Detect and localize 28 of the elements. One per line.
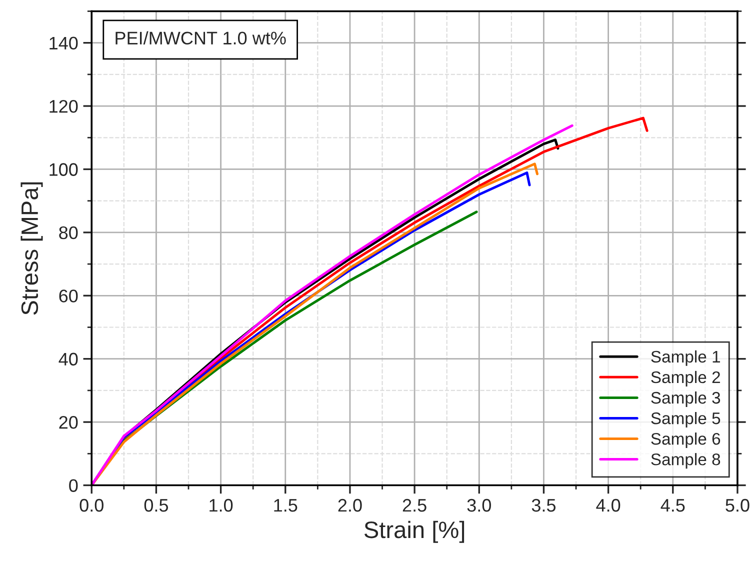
y-tick-label: 60 xyxy=(59,290,78,302)
x-tick-label: 0.0 xyxy=(80,498,104,512)
annotation: PEI/MWCNT 1.0 wt% xyxy=(116,31,286,45)
y-tick-label: 0 xyxy=(69,479,78,492)
x-tick-label: 3.0 xyxy=(467,498,491,512)
legend-label: Sample 1 xyxy=(651,350,720,366)
x-tick-label: 3.5 xyxy=(532,498,556,512)
x-tick-label: 2.5 xyxy=(402,498,426,512)
x-tick-label: 5.0 xyxy=(726,498,750,512)
legend-label: Sample 2 xyxy=(651,370,720,386)
x-tick-label: 1.5 xyxy=(274,499,298,512)
y-tick-label: 100 xyxy=(50,163,78,176)
y-tick-label: 80 xyxy=(59,226,78,240)
y-tick-label: 40 xyxy=(58,352,78,366)
x-tick-label: 1.0 xyxy=(210,498,233,512)
legend-label: Sample 5 xyxy=(651,412,720,428)
x-axis-title: Strain [%] xyxy=(364,520,464,543)
y-axis-title: Stress [MPa] xyxy=(20,182,43,315)
x-tick-label: 0.5 xyxy=(144,498,168,512)
y-tick-label: 20 xyxy=(59,416,78,429)
legend-label: Sample 8 xyxy=(651,453,720,469)
x-tick-label: 2.0 xyxy=(338,498,362,512)
y-tick-label: 120 xyxy=(50,100,78,113)
x-tick-label: 4.5 xyxy=(660,499,685,512)
legend-label: Sample 3 xyxy=(651,391,720,407)
legend-label: Sample 6 xyxy=(651,432,720,448)
y-tick-label: 140 xyxy=(50,36,78,50)
x-tick-label: 4.0 xyxy=(596,498,620,512)
